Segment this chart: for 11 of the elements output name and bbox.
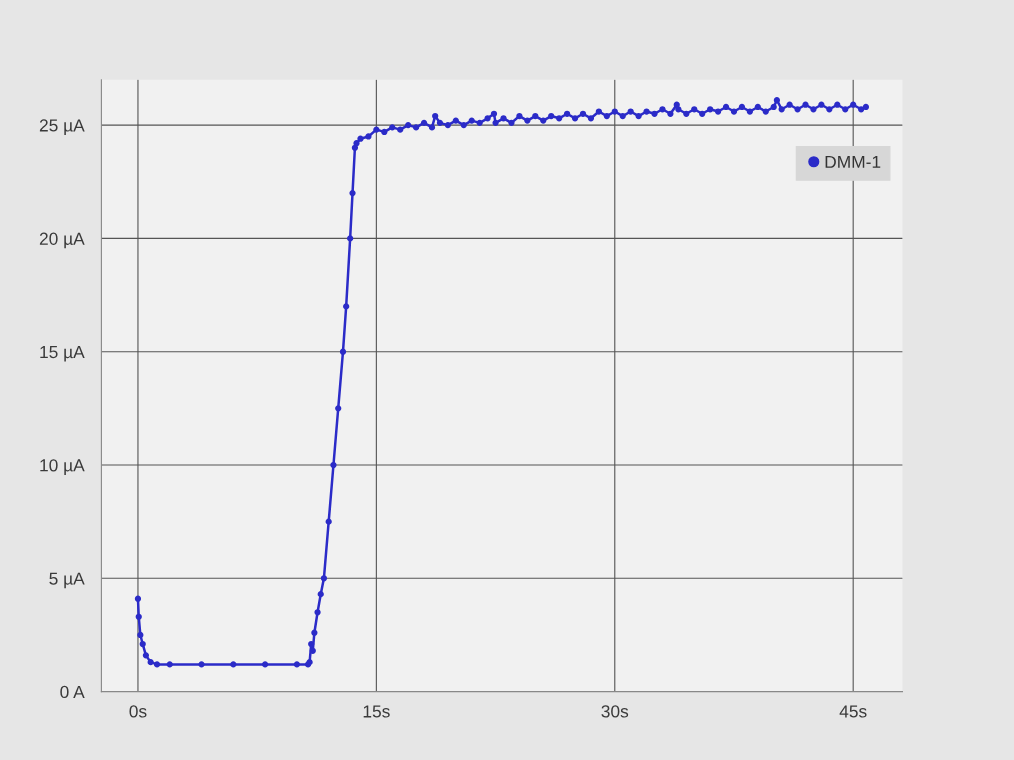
y-tick-label: 15 µA — [40, 346, 85, 362]
legend-label: DMM-1 — [825, 155, 881, 168]
x-tick-label: 45s — [839, 705, 867, 718]
x-tick-label: 30s — [601, 705, 629, 718]
y-tick-label: 5 µA — [49, 572, 85, 589]
y-tick-label: 25 µA — [39, 119, 85, 136]
y-tick-label: 10 µA — [40, 459, 85, 475]
x-tick-label: 0s — [129, 705, 147, 718]
y-tick-label: 20 µA — [39, 232, 85, 249]
y-tick-label: 0 A — [60, 685, 85, 699]
x-tick-label: 15s — [363, 705, 390, 718]
